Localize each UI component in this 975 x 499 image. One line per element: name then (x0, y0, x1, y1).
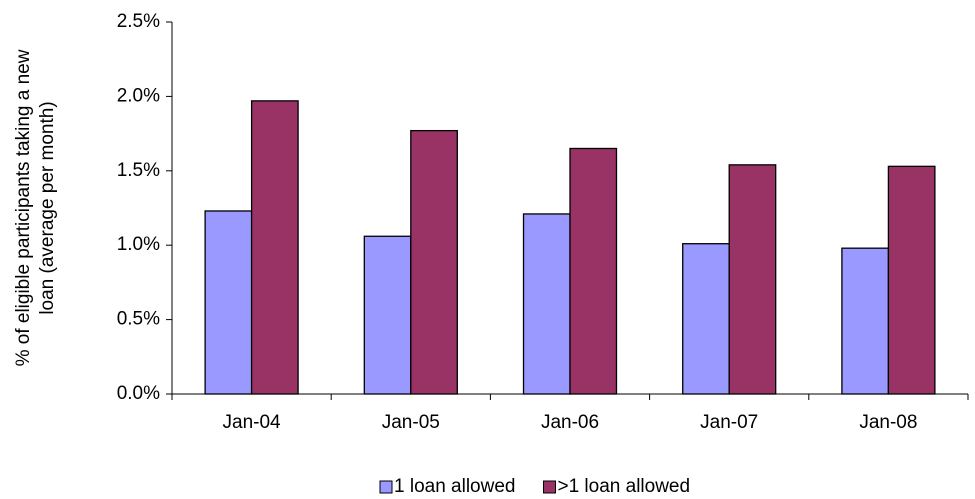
bar (569, 147, 618, 395)
bar (363, 235, 412, 395)
bar (522, 213, 571, 395)
bar (410, 129, 458, 395)
legend-label: 1 loan allowed (394, 476, 515, 497)
bar (841, 247, 890, 395)
bar (204, 210, 253, 395)
bar (250, 100, 299, 395)
bar (728, 164, 777, 395)
bar (682, 243, 730, 395)
legend-swatch (379, 480, 393, 494)
x-tick-label: Jan-08 (859, 412, 917, 433)
y-tick-label: 2.5% (117, 11, 160, 32)
y-tick-label: 2.0% (117, 85, 160, 106)
x-tick-label: Jan-04 (223, 412, 282, 433)
x-tick-label: Jan-05 (382, 412, 440, 433)
y-tick-label: 1.5% (117, 160, 160, 181)
legend-swatch (542, 480, 556, 494)
bar (887, 165, 936, 395)
y-tick-label: 0.0% (117, 383, 160, 404)
legend-label: >1 loan allowed (557, 476, 690, 497)
x-tick-label: Jan-07 (700, 412, 758, 433)
y-axis-title: % of eligible participants taking a new (13, 49, 34, 366)
x-tick-label: Jan-06 (541, 412, 599, 433)
y-tick-label: 1.0% (117, 234, 160, 255)
y-tick-label: 0.5% (117, 309, 160, 330)
y-axis-title: loan (average per month) (37, 101, 58, 314)
